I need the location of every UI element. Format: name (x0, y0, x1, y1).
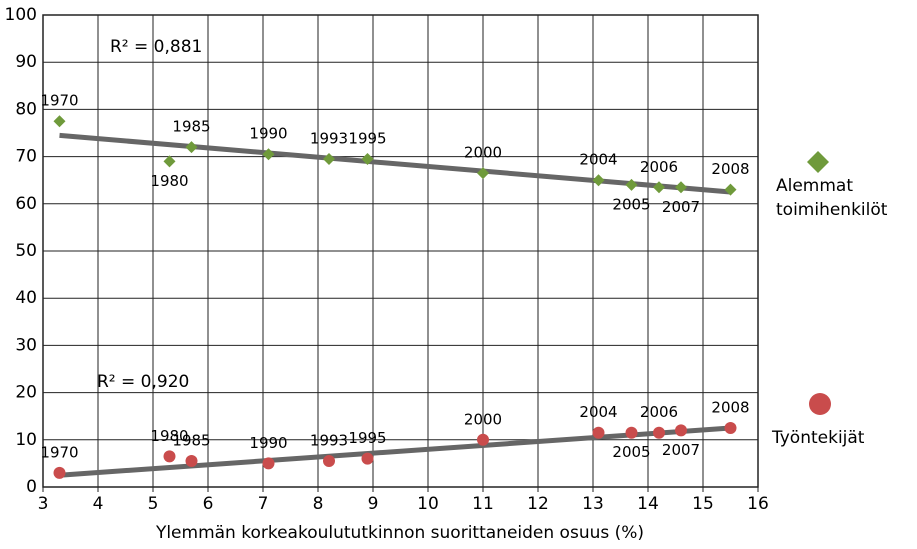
plot-frame (42, 14, 759, 488)
legend-marker (807, 151, 829, 173)
x-tick-label: 7 (258, 494, 269, 514)
point-label: 2008 (711, 399, 749, 417)
point-label: 1990 (249, 434, 287, 452)
marker (625, 426, 638, 439)
point-label: 2000 (464, 144, 502, 162)
marker (53, 466, 66, 479)
marker (477, 433, 489, 446)
point-label: 1970 (40, 92, 78, 110)
x-tick-label: 10 (417, 494, 439, 514)
x-tick-label: 9 (368, 494, 379, 514)
y-tick-label: 50 (15, 241, 37, 261)
point-label: 2006 (640, 403, 678, 421)
y-tick-label: 10 (15, 430, 37, 450)
point-label: 1995 (348, 129, 386, 147)
x-tick-label: 3 (38, 494, 49, 514)
marker (653, 426, 665, 439)
point-label: 1985 (172, 118, 210, 136)
point-label: 2008 (711, 160, 749, 178)
marker (625, 178, 638, 191)
point-label: 1990 (249, 125, 287, 143)
point-label: 2004 (579, 151, 617, 169)
point-label: 1980 (150, 172, 188, 190)
x-tick-label: 15 (692, 494, 714, 514)
y-tick-label: 0 (26, 477, 37, 497)
marker (724, 183, 737, 196)
legend-label: Alemmat toimihenkilöt (776, 176, 888, 220)
marker (477, 167, 489, 180)
trend-line (59, 425, 731, 478)
y-tick-label: 60 (15, 194, 37, 214)
y-tick-label: 30 (15, 335, 37, 355)
marker (185, 141, 198, 154)
y-tick-label: 100 (5, 5, 37, 25)
marker (323, 152, 335, 165)
marker (323, 455, 335, 468)
x-tick-label: 14 (637, 494, 659, 514)
marker (163, 450, 176, 463)
x-tick-label: 12 (527, 494, 549, 514)
marker (361, 452, 374, 465)
point-label: 2005 (612, 443, 650, 461)
x-tick-label: 11 (472, 494, 494, 514)
x-axis-label: Ylemmän korkeakoulututkinnon suorittanei… (155, 523, 644, 543)
y-tick-label: 40 (15, 288, 37, 308)
point-label: 1985 (172, 432, 210, 450)
y-tick-label: 20 (15, 383, 37, 403)
marker (262, 148, 275, 161)
marker (592, 174, 605, 187)
r2-label: R² = 0,920 (97, 372, 189, 392)
marker (361, 152, 374, 165)
point-label: 1980 (150, 427, 188, 445)
y-tick-label: 80 (15, 99, 37, 119)
legend-marker (809, 393, 831, 415)
point-label: 2007 (662, 198, 700, 216)
legend-label: Työntekijät (772, 428, 865, 448)
x-tick-label: 8 (313, 494, 324, 514)
x-tick-label: 4 (93, 494, 104, 514)
marker (185, 455, 198, 468)
marker (724, 422, 737, 434)
point-label: 1970 (40, 443, 78, 461)
point-label: 2004 (579, 403, 617, 421)
point-label: 2005 (612, 195, 650, 213)
trend-line (59, 132, 731, 195)
marker (262, 457, 275, 470)
marker (163, 155, 176, 168)
marker (675, 424, 687, 437)
marker (675, 181, 687, 194)
point-label: 2006 (640, 158, 678, 176)
x-tick-label: 13 (582, 494, 604, 514)
x-tick-label: 5 (148, 494, 159, 514)
point-label: 1995 (348, 429, 386, 447)
marker (53, 115, 66, 128)
y-tick-label: 70 (15, 147, 37, 167)
marker (653, 181, 665, 194)
r2-label: R² = 0,881 (110, 37, 202, 57)
y-tick-label: 90 (15, 52, 37, 72)
point-label: 1993 (310, 129, 348, 147)
point-label: 2000 (464, 410, 502, 428)
x-tick-label: 16 (747, 494, 769, 514)
point-label: 1993 (310, 432, 348, 450)
marker (592, 426, 605, 439)
point-label: 2007 (662, 441, 700, 459)
x-tick-label: 6 (203, 494, 214, 514)
